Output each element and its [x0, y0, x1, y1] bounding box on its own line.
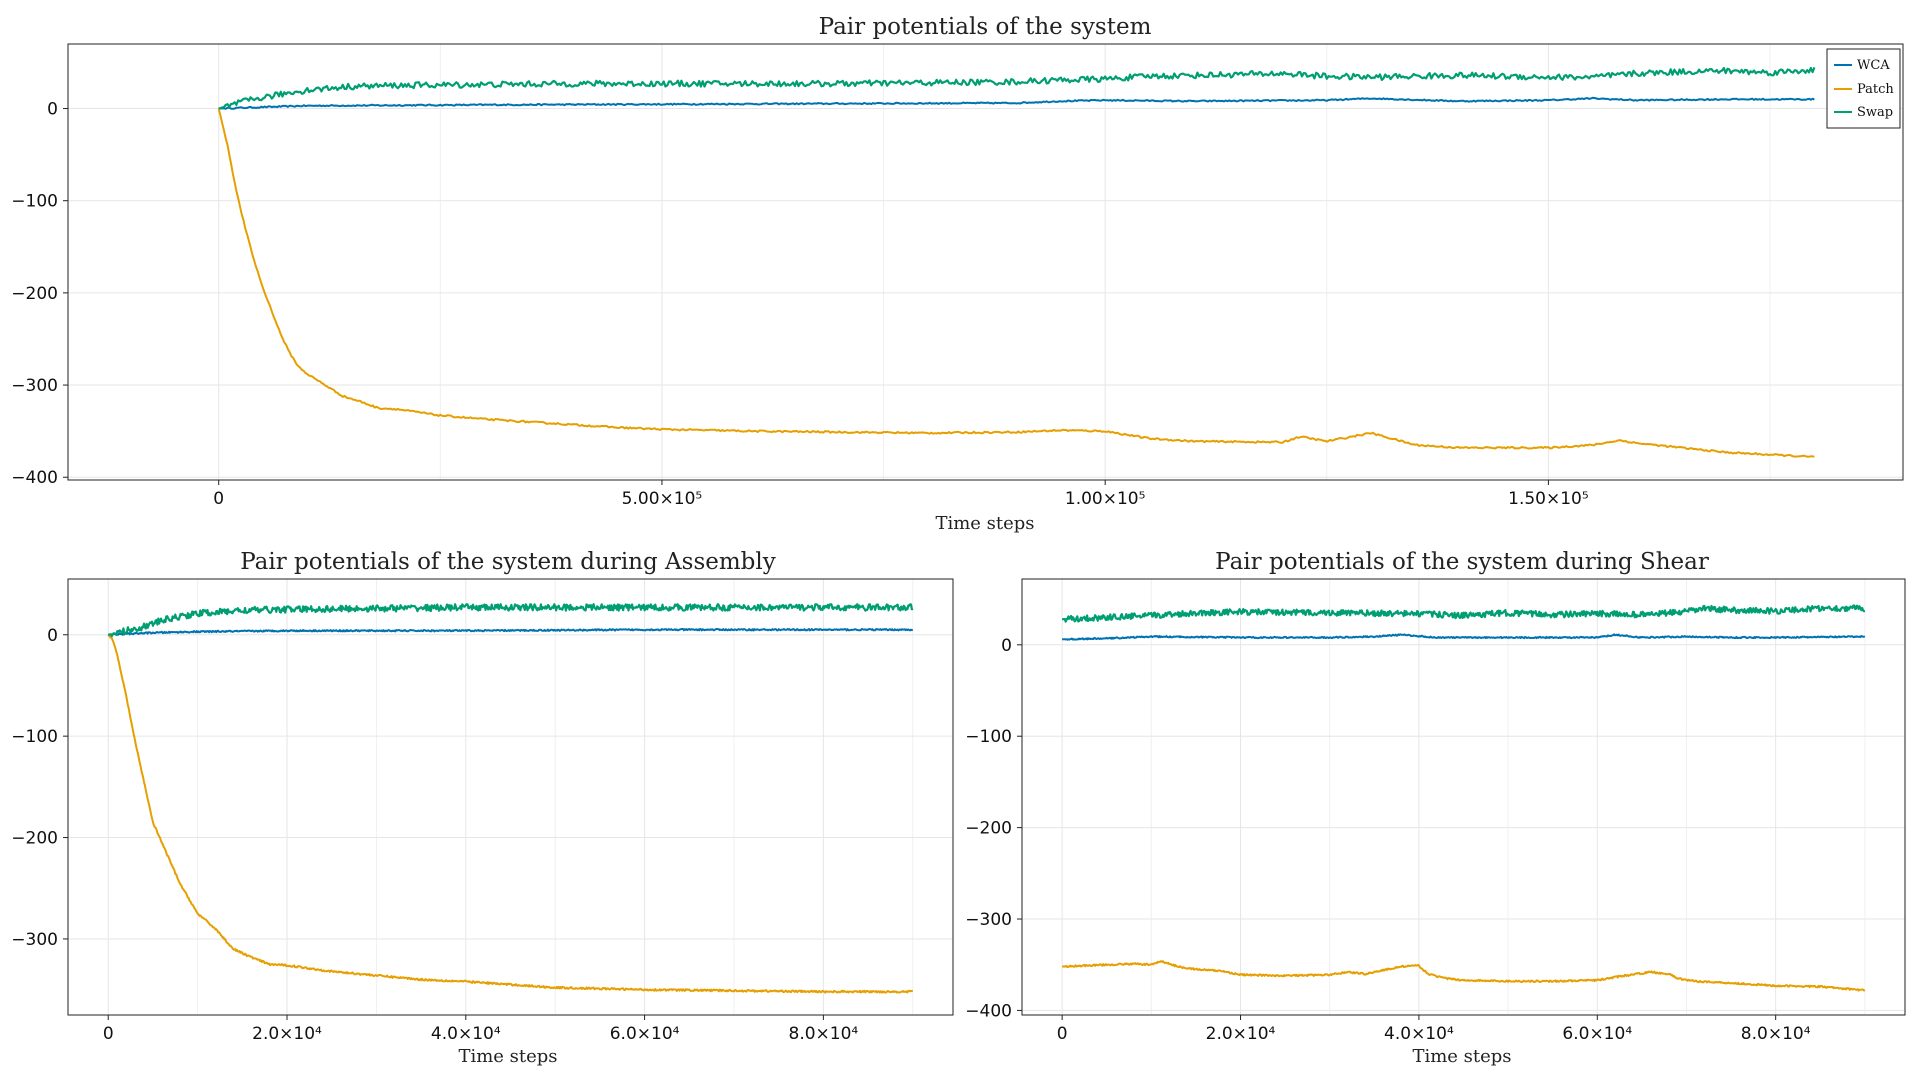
series-line-patch: [1061, 960, 1866, 992]
chart-title: Pair potentials of the system during Ass…: [240, 549, 776, 575]
legend: WCA Patch Swap: [1826, 48, 1901, 129]
y-tick-label: −100: [11, 192, 58, 212]
x-tick-label: 8.0×10⁴: [1741, 1024, 1811, 1044]
grid: [68, 44, 1903, 480]
x-tick-label: 0: [103, 1024, 114, 1044]
grid: [1022, 579, 1905, 1015]
x-tick-label: 1.00×10⁵: [1065, 489, 1146, 509]
chart-title: Pair potentials of the system during She…: [1215, 549, 1709, 575]
x-tick-label: 5.00×10⁵: [622, 489, 703, 509]
x-axis-label: Time steps: [1412, 1046, 1511, 1067]
grid: [68, 579, 953, 1015]
x-tick-label: 2.0×10⁴: [252, 1024, 322, 1044]
y-tick-label: 0: [1001, 636, 1012, 656]
y-tick-label: −300: [11, 930, 58, 950]
plot-frame: [1021, 578, 1906, 1016]
series-line-patch: [107, 634, 913, 994]
x-tick-label: 2.0×10⁴: [1206, 1024, 1276, 1044]
y-tick-label: −200: [11, 829, 58, 849]
y-tick-label: 0: [47, 100, 58, 120]
series-line-swap: [1061, 604, 1866, 623]
legend-label-patch: Patch: [1857, 82, 1894, 97]
y-tick-label: −100: [11, 727, 58, 747]
plot-frame: [67, 43, 1904, 481]
legend-label-swap: Swap: [1857, 105, 1893, 120]
y-tick-label: −200: [965, 819, 1012, 839]
x-tick-label: 6.0×10⁴: [1562, 1024, 1632, 1044]
y-tick-label: 0: [47, 626, 58, 646]
x-axis-label: Time steps: [458, 1046, 557, 1067]
x-tick-label: 0: [213, 489, 224, 509]
series-line-wca: [218, 96, 1815, 110]
series-line-patch: [217, 108, 1815, 458]
series-line-swap: [218, 66, 1816, 110]
x-tick-label: 4.0×10⁴: [1384, 1024, 1454, 1044]
series-line-swap: [107, 603, 914, 638]
panel-system: Pair potentials of the system Time steps…: [11, 14, 1904, 534]
x-tick-label: 0: [1057, 1024, 1068, 1044]
y-tick-label: −100: [965, 727, 1012, 747]
panel-assembly: Pair potentials of the system during Ass…: [11, 549, 954, 1067]
y-tick-label: −300: [965, 910, 1012, 930]
y-tick-label: −400: [965, 1001, 1012, 1021]
x-tick-label: 4.0×10⁴: [431, 1024, 501, 1044]
plot-frame: [67, 578, 954, 1016]
series-line-wca: [1062, 633, 1866, 641]
x-tick-label: 8.0×10⁴: [789, 1024, 859, 1044]
chart-title: Pair potentials of the system: [819, 14, 1152, 40]
series-line-wca: [108, 628, 914, 636]
x-tick-label: 1.50×10⁵: [1508, 489, 1589, 509]
panel-shear: Pair potentials of the system during She…: [965, 549, 1906, 1067]
x-axis-label: Time steps: [935, 513, 1034, 534]
y-tick-label: −400: [11, 468, 58, 488]
y-tick-label: −200: [11, 284, 58, 304]
x-tick-label: 6.0×10⁴: [610, 1024, 680, 1044]
y-tick-label: −300: [11, 376, 58, 396]
legend-label-wca: WCA: [1857, 58, 1890, 73]
